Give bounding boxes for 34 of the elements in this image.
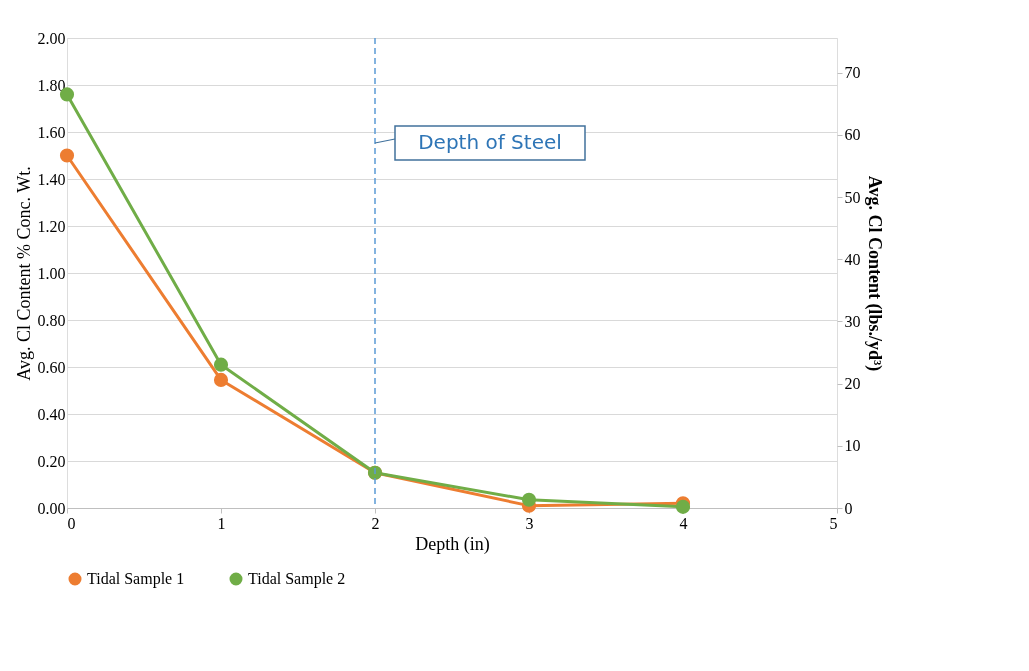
x-tick-label: 0: [67, 514, 76, 532]
x-tick-label: 2: [371, 514, 380, 532]
y-tick-label: 2.00: [37, 29, 66, 47]
y-tick-label: 0.80: [37, 311, 66, 329]
point: [59, 148, 75, 163]
x-tick-label: 5: [829, 514, 838, 532]
y2-axis-title: Avg. Cl Content (lbs./yd³): [863, 175, 885, 372]
legend-label: Tidal Sample 1: [87, 570, 185, 588]
y-tick-label: 1.40: [37, 170, 66, 188]
y2-tick-label: 70: [844, 64, 861, 82]
point: [521, 492, 537, 507]
legend-label: Tidal Sample 2: [248, 570, 346, 588]
y2-tick-label: 40: [844, 250, 861, 268]
y-tick-label: 1.60: [37, 123, 66, 141]
y2-tick-label: 0: [844, 499, 853, 517]
y-tick-label: 1.00: [37, 264, 66, 282]
point: [213, 357, 229, 372]
y2-tick-label: 20: [844, 375, 861, 393]
y-tick-label: 1.20: [37, 217, 66, 235]
y-tick-label: 0.40: [37, 405, 66, 423]
y-tick-label: 1.80: [37, 76, 66, 94]
y-tick-label: 0.20: [37, 452, 66, 470]
x-tick-label: 4: [679, 514, 688, 532]
y2-tick-label: 60: [844, 126, 861, 144]
x-tick-label: 3: [525, 514, 534, 532]
y2-tick-label: 10: [844, 437, 861, 455]
y-tick-label: 0.00: [37, 499, 66, 517]
y-tick-label: 0.60: [37, 358, 66, 376]
y2-tick-label: 30: [844, 312, 861, 330]
point: [213, 372, 229, 387]
x-axis-title: Depth (in): [415, 533, 490, 555]
y2-tick-label: 50: [844, 188, 861, 206]
y-axis-title: Avg. Cl Content % Conc. Wt.: [13, 166, 34, 381]
x-tick-label: 1: [217, 514, 226, 532]
